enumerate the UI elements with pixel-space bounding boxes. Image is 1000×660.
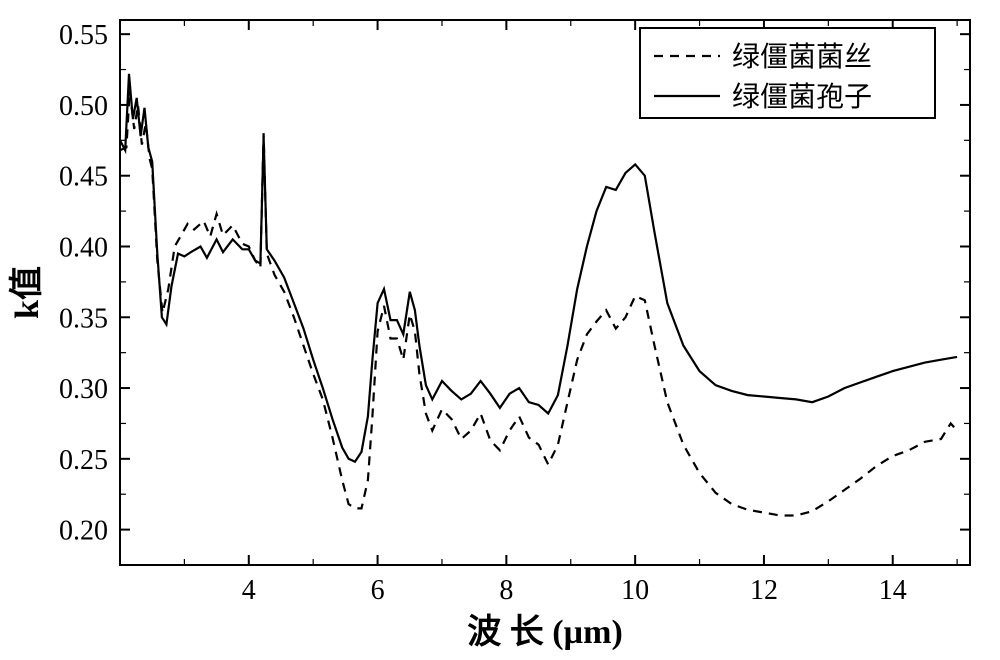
series-solid	[120, 74, 957, 462]
legend-label: 绿僵菌孢子	[732, 81, 872, 113]
y-tick-label: 0.55	[59, 20, 108, 51]
x-tick-label: 8	[499, 575, 513, 606]
x-tick-label: 14	[879, 575, 907, 606]
x-axis-title: 波 长 (µm)	[467, 613, 623, 651]
x-tick-label: 4	[242, 575, 256, 606]
series-dash	[120, 91, 957, 516]
y-tick-label: 0.30	[59, 374, 108, 405]
chart-svg: 4 6 8 10 12 14 0.20 0.25 0.30 0.35 0.40 0.45 0.50 0.5…	[0, 0, 1000, 660]
y-tick-label: 0.35	[59, 303, 108, 334]
x-tick-label: 12	[750, 575, 778, 606]
x-tick-label: 10	[621, 575, 649, 606]
y-axis-title: k值	[8, 266, 46, 319]
y-tick-label: 0.25	[59, 445, 108, 476]
y-tick-label: 0.20	[59, 516, 108, 547]
y-tick-label: 0.40	[59, 232, 108, 263]
spectrum-chart: 4 6 8 10 12 14 0.20 0.25 0.30 0.35 0.40 0.45 0.50 0.5…	[0, 0, 1000, 660]
y-tick-label: 0.45	[59, 162, 108, 193]
y-tick-label: 0.50	[59, 91, 108, 122]
x-tick-label: 6	[371, 575, 385, 606]
legend-label: 绿僵菌菌丝	[732, 41, 872, 73]
